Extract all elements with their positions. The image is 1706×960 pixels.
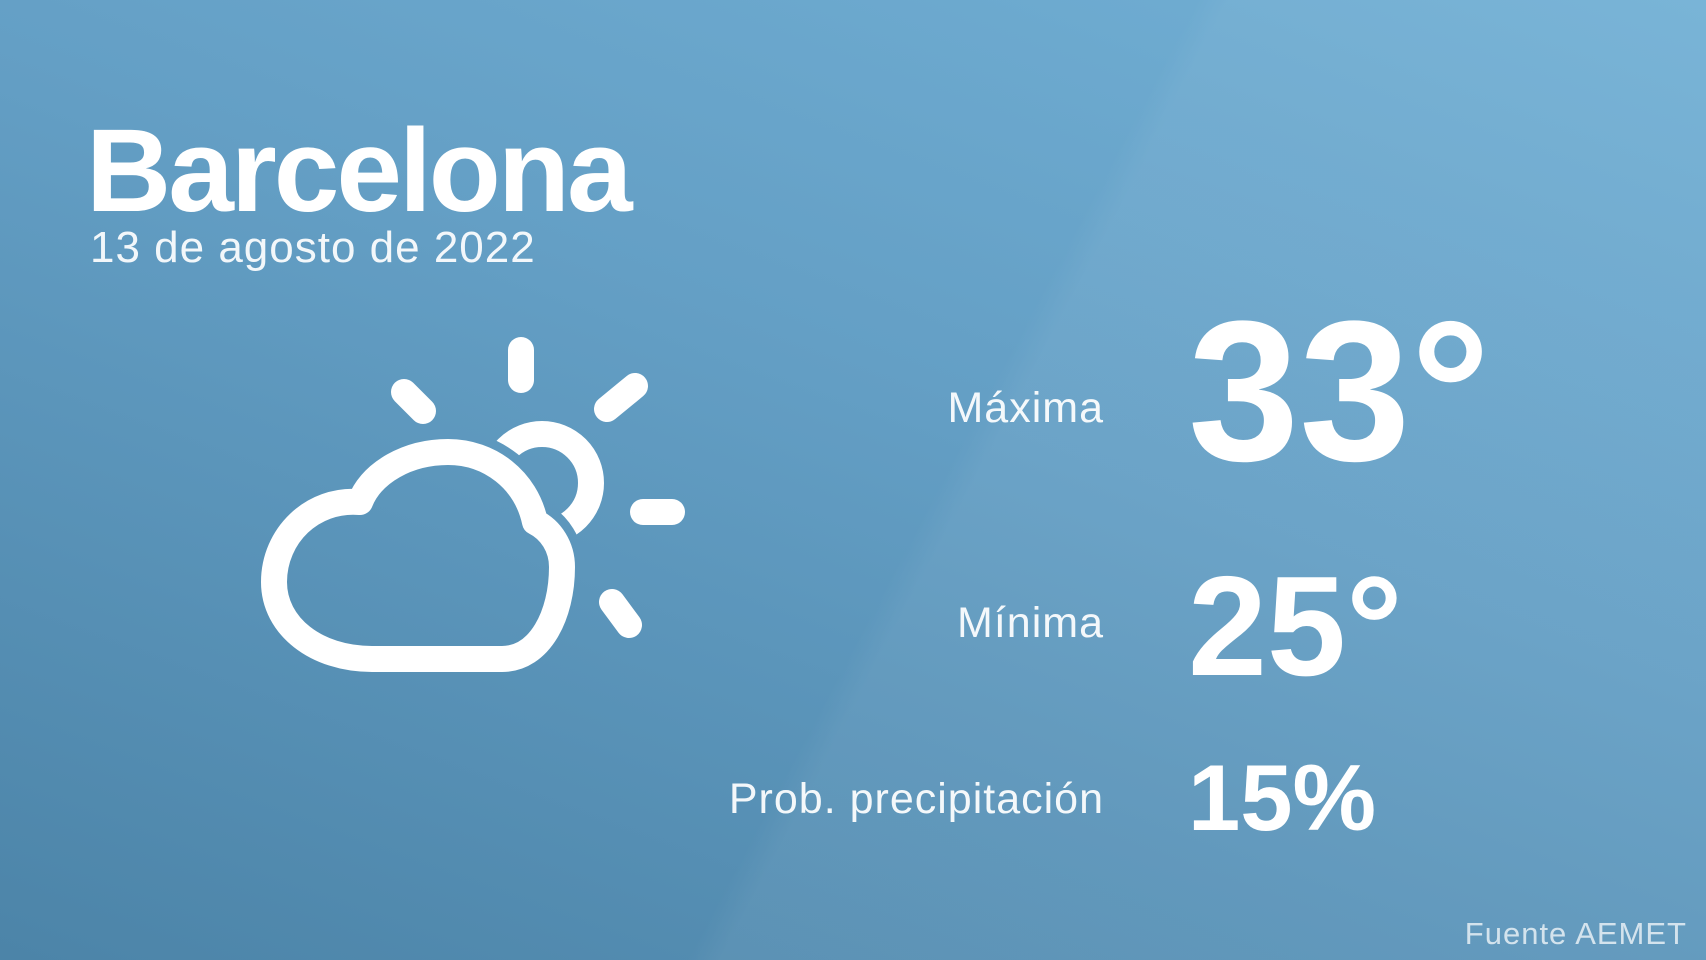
forecast-date: 13 de agosto de 2022 — [90, 223, 536, 272]
max-temp-value: 33° — [1188, 280, 1491, 503]
sun-behind-cloud-icon — [261, 337, 685, 672]
min-temp-label: Mínima — [957, 599, 1104, 647]
max-temp-label: Máxima — [947, 384, 1104, 432]
cloud-icon — [261, 439, 575, 672]
precip-prob-label: Prob. precipitación — [728, 775, 1104, 823]
page-title: Barcelona — [86, 105, 633, 237]
data-source: Fuente AEMET — [1464, 916, 1687, 951]
sun-rays — [391, 337, 685, 638]
precip-prob-value: 15% — [1188, 745, 1377, 850]
min-temp-value: 25° — [1188, 547, 1403, 706]
